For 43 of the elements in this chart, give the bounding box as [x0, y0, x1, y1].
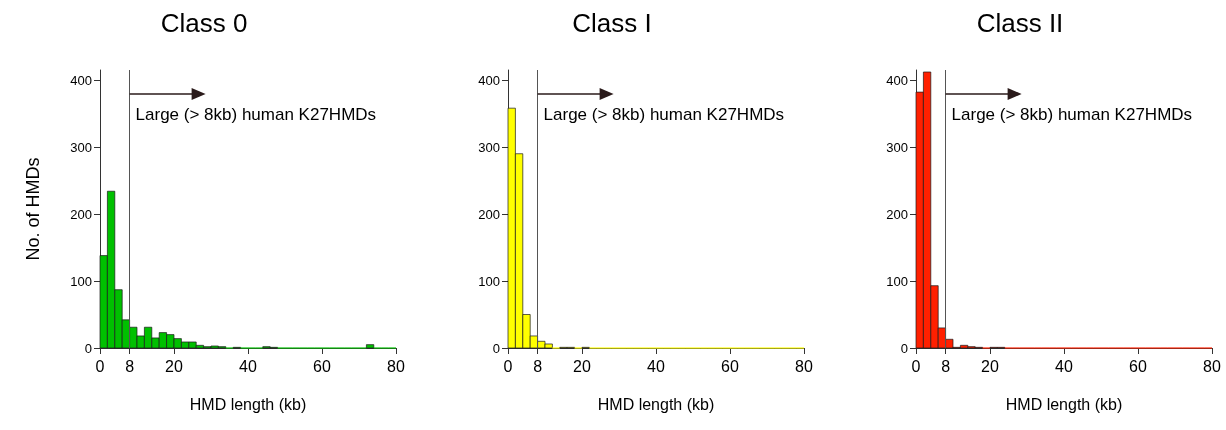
- y-tick-label: 100: [478, 273, 500, 289]
- y-tick-label: 400: [70, 72, 92, 88]
- y-tick-label: 200: [886, 206, 908, 222]
- x-axis-title: HMD length (kb): [1005, 395, 1123, 413]
- y-tick-label: 0: [492, 340, 500, 356]
- x-tick-label: 0: [911, 357, 921, 375]
- x-tick-label: 40: [1055, 357, 1073, 375]
- x-tick-label: 20: [165, 357, 183, 375]
- annotation: Large (> 8kb) human K27HMDs: [543, 105, 785, 124]
- x-tick-label: 0: [503, 357, 513, 375]
- x-tick-label: 60: [313, 357, 331, 375]
- y-tick-label: 0: [84, 340, 92, 356]
- y-axis-title: No. of HMDs: [23, 157, 43, 261]
- chart-title: Class I: [572, 8, 652, 38]
- y-tick-label: 300: [886, 139, 908, 155]
- x-tick-label: 8: [533, 357, 543, 375]
- y-tick-label: 100: [886, 273, 908, 289]
- x-tick-label: 0: [95, 357, 105, 375]
- x-tick-label: 80: [387, 357, 405, 375]
- y-tick-label: 100: [70, 273, 92, 289]
- x-tick-label: 20: [981, 357, 999, 375]
- x-tick-label: 20: [573, 357, 591, 375]
- chart-title: Class II: [976, 8, 1064, 38]
- annotation: Large (> 8kb) human K27HMDs: [135, 105, 377, 124]
- x-tick-label: 8: [941, 357, 951, 375]
- y-tick-label: 400: [886, 72, 908, 88]
- y-tick-label: 200: [70, 206, 92, 222]
- x-axis-title: HMD length (kb): [189, 395, 307, 413]
- x-tick-label: 40: [647, 357, 665, 375]
- y-tick-label: 300: [478, 139, 500, 155]
- annotation: Large (> 8kb) human K27HMDs: [951, 105, 1193, 124]
- chart-title: Class 0: [160, 8, 248, 38]
- x-tick-label: 60: [1129, 357, 1147, 375]
- x-axis-title: HMD length (kb): [597, 395, 715, 413]
- x-tick-label: 8: [125, 357, 135, 375]
- y-tick-label: 400: [478, 72, 500, 88]
- y-tick-label: 300: [70, 139, 92, 155]
- y-tick-label: 0: [900, 340, 908, 356]
- x-tick-label: 60: [721, 357, 739, 375]
- x-tick-label: 80: [795, 357, 813, 375]
- x-tick-label: 80: [1203, 357, 1221, 375]
- y-tick-label: 200: [478, 206, 500, 222]
- x-tick-label: 40: [239, 357, 257, 375]
